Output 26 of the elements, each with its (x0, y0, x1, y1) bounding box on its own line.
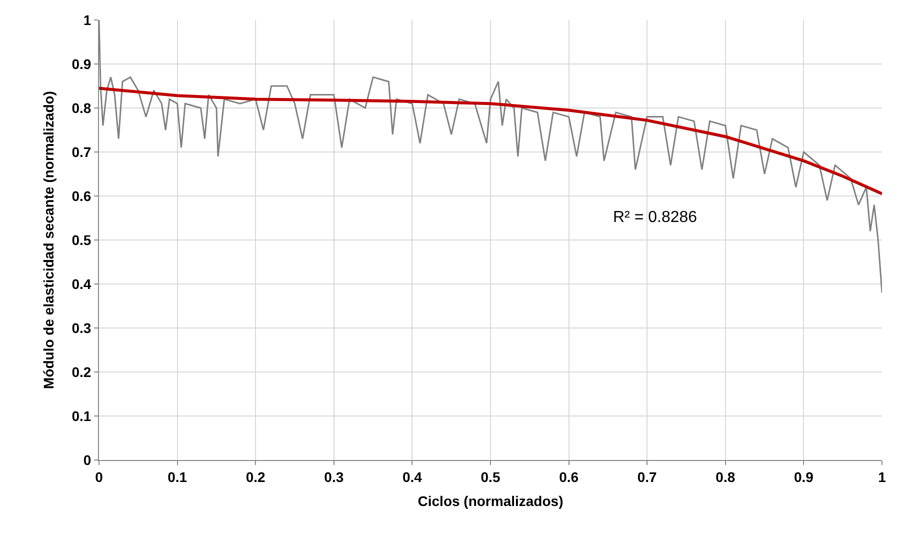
x-axis-title: Ciclos (normalizados) (418, 493, 564, 510)
y-axis-title: Módulo de elasticidad secante (normalizado) (40, 91, 56, 389)
x-tick-label: 0.5 (480, 468, 500, 485)
x-tick-label: 0.7 (637, 468, 658, 485)
x-tick-label: 0 (95, 468, 104, 485)
y-tick-label: 0.7 (72, 144, 92, 160)
y-tick-label: 0.3 (72, 320, 92, 336)
x-tick-label: 1 (878, 468, 886, 485)
y-tick-label: 0.1 (72, 408, 92, 424)
x-tick-label: 0.1 (168, 468, 188, 485)
x-tick-label: 0.9 (794, 468, 814, 485)
y-tick-label: 0.8 (72, 100, 92, 116)
y-tick-label: 0.2 (72, 364, 92, 380)
y-tick-label: 0.6 (72, 188, 92, 204)
y-tick-label: 1 (83, 12, 92, 28)
x-tick-label: 0.2 (246, 468, 266, 485)
x-tick-label: 0.8 (716, 468, 736, 485)
x-tick-label: 0.6 (559, 468, 579, 485)
y-tick-label: 0 (83, 452, 92, 468)
annotation: R² = 0.8286 (613, 209, 698, 226)
y-tick-label: 0.9 (72, 56, 92, 72)
line-series (99, 86, 882, 196)
x-tick-label: 0.4 (402, 468, 422, 485)
y-tick-label: 0.5 (72, 232, 92, 248)
y-tick-label: 0.4 (72, 276, 92, 292)
x-tick-label: 0.3 (324, 468, 344, 485)
